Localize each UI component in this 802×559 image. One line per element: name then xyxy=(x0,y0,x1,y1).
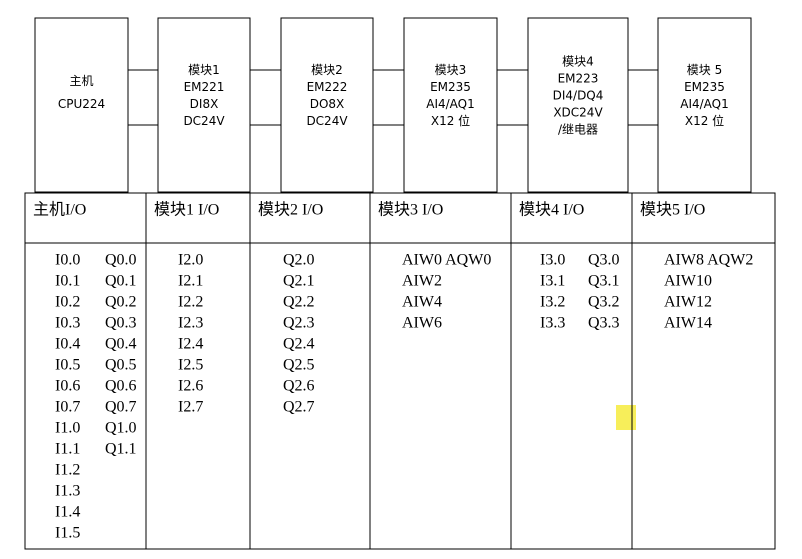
module-text: X12 位 xyxy=(431,113,470,128)
module-text: AI4/AQ1 xyxy=(680,97,729,111)
table-frame xyxy=(24,192,776,550)
io-address: Q0.3 xyxy=(105,315,137,332)
io-address: Q2.2 xyxy=(283,294,315,311)
module-text: DC24V xyxy=(306,114,348,128)
io-address: Q3.0 xyxy=(588,252,620,269)
io-address: I2.0 xyxy=(178,252,203,269)
io-address: Q0.0 xyxy=(105,252,137,269)
module-text: XDC24V xyxy=(553,106,603,120)
column-header: 模块3 I/O xyxy=(378,201,443,219)
io-address: I1.2 xyxy=(55,462,80,479)
module-box xyxy=(527,17,629,193)
io-address: I0.4 xyxy=(55,336,80,353)
io-address: Q0.5 xyxy=(105,357,137,374)
io-address: Q0.1 xyxy=(105,273,137,290)
module-text: 模块3 xyxy=(435,63,467,77)
io-address: AIW4 xyxy=(402,294,442,311)
io-address: I2.5 xyxy=(178,357,203,374)
io-address: I2.4 xyxy=(178,336,203,353)
io-address: I3.2 xyxy=(540,294,565,311)
io-address: I0.3 xyxy=(55,315,80,332)
io-address: AIW12 xyxy=(664,294,712,311)
io-address: I0.2 xyxy=(55,294,80,311)
io-address: I1.1 xyxy=(55,441,80,458)
module-text: DI8X xyxy=(190,97,219,111)
io-address: I1.4 xyxy=(55,504,80,521)
io-address: Q0.2 xyxy=(105,294,137,311)
io-address: I0.0 xyxy=(55,252,80,269)
io-address: Q2.0 xyxy=(283,252,315,269)
io-address: I1.5 xyxy=(55,525,80,542)
io-address: I0.1 xyxy=(55,273,80,290)
module-box xyxy=(34,17,129,193)
io-address: AIW14 xyxy=(664,315,712,332)
module-text: 模块2 xyxy=(311,63,343,77)
io-address: Q3.2 xyxy=(588,294,620,311)
io-address: I2.3 xyxy=(178,315,203,332)
column-header: 模块2 I/O xyxy=(258,201,323,219)
io-address: I3.1 xyxy=(540,273,565,290)
module-text: X12 位 xyxy=(685,113,724,128)
io-address: Q2.3 xyxy=(283,315,315,332)
io-address: Q1.1 xyxy=(105,441,137,458)
io-address: Q2.1 xyxy=(283,273,315,290)
io-address: I3.0 xyxy=(540,252,565,269)
module-box xyxy=(657,17,752,193)
io-address: AIW10 xyxy=(664,273,712,290)
module-text: EM223 xyxy=(558,72,599,86)
io-address: Q2.7 xyxy=(283,399,315,416)
highlight xyxy=(616,405,636,430)
module-text: DO8X xyxy=(310,97,345,111)
io-address: I2.1 xyxy=(178,273,203,290)
module-text: EM235 xyxy=(684,80,725,94)
io-address: I1.0 xyxy=(55,420,80,437)
column-header: 主机I/O xyxy=(33,201,86,219)
module-text: 模块1 xyxy=(188,63,220,77)
io-address: AIW2 xyxy=(402,273,442,290)
io-address: Q2.4 xyxy=(283,336,315,353)
module-text: EM235 xyxy=(430,80,471,94)
io-address: Q2.5 xyxy=(283,357,315,374)
module-box xyxy=(280,17,374,193)
io-address: I2.7 xyxy=(178,399,203,416)
column-header: 模块1 I/O xyxy=(154,201,219,219)
io-address: AIW0 AQW0 xyxy=(402,252,491,269)
io-address: Q1.0 xyxy=(105,420,137,437)
module-text: DI4/DQ4 xyxy=(553,89,604,103)
io-address: Q0.7 xyxy=(105,399,137,416)
io-address: Q3.3 xyxy=(588,315,620,332)
io-address: AIW8 AQW2 xyxy=(664,252,753,269)
module-text: EM221 xyxy=(184,80,225,94)
io-address: I0.5 xyxy=(55,357,80,374)
module-box xyxy=(403,17,498,193)
module-text: 模块4 xyxy=(562,55,594,69)
column-header: 模块5 I/O xyxy=(640,201,705,219)
io-address: AIW6 xyxy=(402,315,442,332)
module-text: 模块 5 xyxy=(687,63,722,77)
module-text: /继电器 xyxy=(558,123,598,137)
module-text: EM222 xyxy=(307,80,348,94)
io-address: Q0.6 xyxy=(105,378,137,395)
io-address: Q0.4 xyxy=(105,336,137,353)
io-address: I3.3 xyxy=(540,315,565,332)
module-box xyxy=(157,17,251,193)
module-text: AI4/AQ1 xyxy=(426,97,475,111)
column-header: 模块4 I/O xyxy=(519,201,584,219)
io-address: I0.7 xyxy=(55,399,80,416)
io-address: Q2.6 xyxy=(283,378,315,395)
module-text: 主机 xyxy=(69,74,93,88)
io-address: I0.6 xyxy=(55,378,80,395)
module-text: CPU224 xyxy=(58,97,105,111)
connectors xyxy=(128,69,658,126)
io-address: I1.3 xyxy=(55,483,80,500)
io-address: I2.6 xyxy=(178,378,203,395)
io-address: I2.2 xyxy=(178,294,203,311)
io-address: Q3.1 xyxy=(588,273,620,290)
module-text: DC24V xyxy=(183,114,225,128)
